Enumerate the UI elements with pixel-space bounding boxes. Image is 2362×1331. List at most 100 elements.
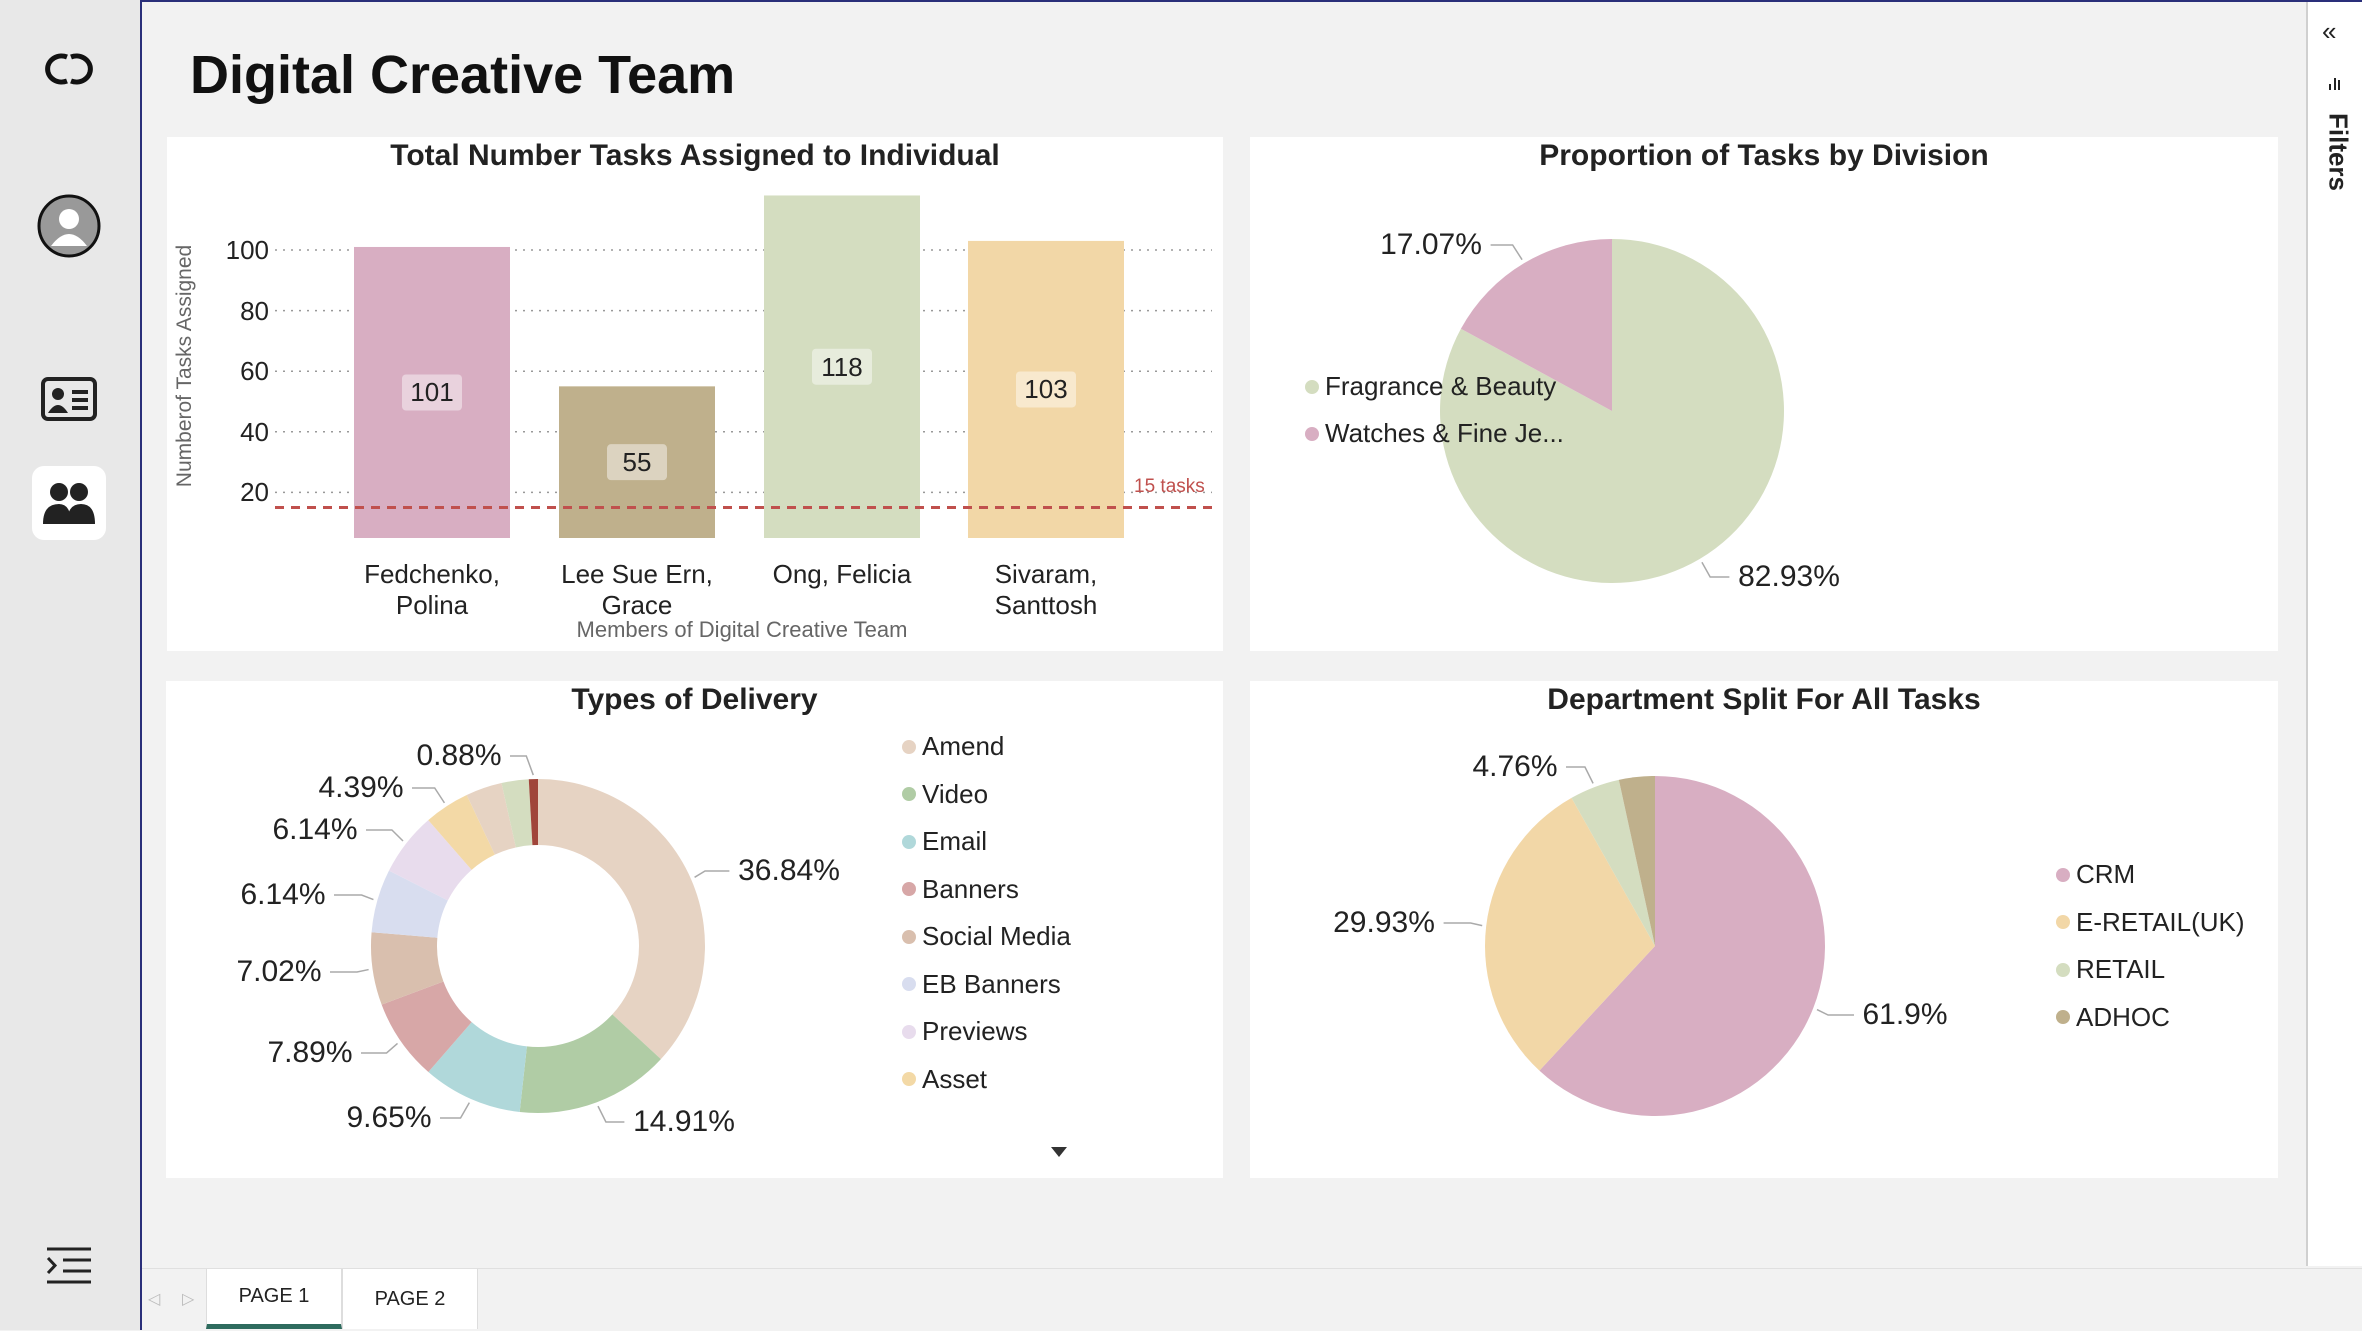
bar[interactable]: [968, 240, 1124, 538]
legend-label: Banners: [922, 873, 1019, 904]
leader-line: [440, 1102, 470, 1119]
slice[interactable]: [1571, 779, 1655, 946]
leader-line: [1490, 244, 1523, 261]
leader-line: [1701, 561, 1730, 578]
legend-marker-icon: [902, 834, 916, 849]
delivery-donut-chart: [330, 755, 730, 1123]
y-tick-label: 80: [240, 295, 269, 326]
legend-item[interactable]: Video: [902, 779, 988, 810]
collapse-filters-icon[interactable]: «: [2322, 16, 2337, 46]
legend-item[interactable]: CRM: [2056, 859, 2135, 890]
bar[interactable]: [354, 246, 510, 538]
collapse-menu-icon[interactable]: [34, 1230, 104, 1300]
y-tick-label: 40: [240, 416, 269, 447]
slice[interactable]: [1460, 239, 1612, 411]
chart-title: Department Split For All Tasks: [1547, 683, 1981, 716]
legend-label: RETAIL: [2076, 954, 2166, 984]
data-label-bg: [402, 374, 462, 411]
legend-label: Previews: [922, 1016, 1028, 1046]
prev-page-arrow-icon[interactable]: ◁: [148, 1291, 161, 1308]
bar[interactable]: [764, 195, 920, 538]
slice[interactable]: [501, 779, 533, 848]
legend-label: Watches & Fine Je...: [1325, 418, 1564, 448]
legend-item[interactable]: Banners: [902, 874, 1019, 905]
profile-avatar-icon[interactable]: [34, 191, 104, 261]
people-icon[interactable]: [32, 466, 106, 540]
legend-label: Asset: [922, 1063, 988, 1094]
chart-title: Types of Delivery: [571, 683, 818, 716]
legend-item[interactable]: RETAIL: [2056, 954, 2165, 985]
legend-marker-icon: [2056, 867, 2070, 882]
legend-item[interactable]: Watches & Fine Je...: [1305, 418, 1564, 449]
department-pie-panel: Department Split For All Tasks 61.9% 29.9…: [1250, 681, 2278, 1178]
leader-line: [361, 1042, 399, 1054]
legend-marker-icon: [2056, 1010, 2070, 1024]
y-axis-title: Numberof Tasks Assigned: [173, 244, 196, 488]
data-label-bg: [812, 348, 872, 385]
x-tick-label: Ong, Felicia: [772, 559, 912, 589]
scroll-down-arrow-icon[interactable]: [1051, 1147, 1067, 1157]
x-tick-label: Polina: [395, 590, 469, 620]
slice[interactable]: [381, 981, 472, 1072]
legend-label: E-RETAIL(UK): [2076, 906, 2245, 937]
slice[interactable]: [466, 783, 516, 855]
legend-item[interactable]: Email: [902, 826, 987, 857]
legend-label: Email: [922, 826, 988, 856]
legend-marker-icon: [902, 1072, 916, 1086]
next-page-arrow-icon[interactable]: ▷: [182, 1291, 195, 1308]
y-tick-label: 100: [225, 235, 269, 265]
legend-item[interactable]: EB Banners: [902, 969, 1061, 1000]
y-tick-label: 60: [240, 356, 269, 387]
legend-label: CRM: [2076, 859, 2136, 889]
data-label-bg: [1016, 371, 1076, 408]
legend-item[interactable]: Social Media: [902, 921, 1071, 952]
slice[interactable]: [428, 794, 495, 870]
legend-label: Fragrance & Beauty: [1325, 371, 1557, 401]
bar-chart: [275, 195, 1212, 538]
slice[interactable]: [371, 870, 448, 938]
slice[interactable]: [1485, 797, 1655, 1071]
x-tick-label: Grace: [601, 590, 673, 620]
legend-item[interactable]: Asset: [902, 1064, 987, 1095]
legend-item[interactable]: Fragrance & Beauty: [1305, 371, 1556, 402]
slice[interactable]: [1539, 776, 1825, 1116]
tab-page-2[interactable]: PAGE 2: [342, 1269, 478, 1329]
legend-marker-icon: [902, 739, 916, 754]
slice-label: 9.65%: [346, 1101, 432, 1134]
slice-label: 7.02%: [236, 955, 322, 988]
slice[interactable]: [428, 1022, 527, 1112]
slice-label: 4.39%: [318, 771, 404, 804]
legend-label: Video: [922, 778, 989, 809]
legend-item[interactable]: ADHOC: [2056, 1002, 2170, 1033]
x-axis-title: Members of Digital Creative Team: [576, 617, 908, 642]
leader-line: [510, 755, 534, 776]
legend-marker-icon: [902, 787, 916, 801]
delivery-donut-panel: Types of Delivery 36.84% 14.91% 9.65% 7.89%…: [166, 681, 1223, 1178]
leader-line: [1816, 1008, 1854, 1016]
slice[interactable]: [519, 1014, 661, 1113]
legend-marker-icon: [2056, 915, 2070, 929]
division-pie-panel: Proportion of Tasks by Division 82.93% 17…: [1250, 137, 2278, 651]
contact-card-icon[interactable]: [34, 364, 104, 434]
slice[interactable]: [538, 779, 705, 1060]
x-tick-label: Fedchenko,: [364, 559, 500, 589]
legend-item[interactable]: Previews: [902, 1016, 1027, 1047]
data-label: 103: [1024, 374, 1068, 405]
slice-label: 17.07%: [1380, 228, 1482, 261]
filters-label[interactable]: Filters: [2323, 112, 2354, 192]
tab-page-1[interactable]: PAGE 1: [206, 1269, 342, 1329]
legend-label: EB Banners: [922, 968, 1061, 999]
slice[interactable]: [388, 820, 472, 901]
leader-line: [334, 894, 374, 901]
data-label: 118: [821, 351, 863, 382]
department-pie-chart: [1443, 766, 1854, 1116]
legend-item[interactable]: E-RETAIL(UK): [2056, 907, 2245, 938]
legend-item[interactable]: Amend: [902, 731, 1004, 762]
legend-marker-icon: [902, 977, 916, 991]
slice[interactable]: [371, 932, 444, 1005]
slice[interactable]: [528, 779, 538, 846]
data-label-bg: [607, 444, 667, 481]
bar[interactable]: [559, 386, 715, 538]
slice[interactable]: [1618, 776, 1655, 946]
slice-label: 82.93%: [1738, 560, 1840, 593]
